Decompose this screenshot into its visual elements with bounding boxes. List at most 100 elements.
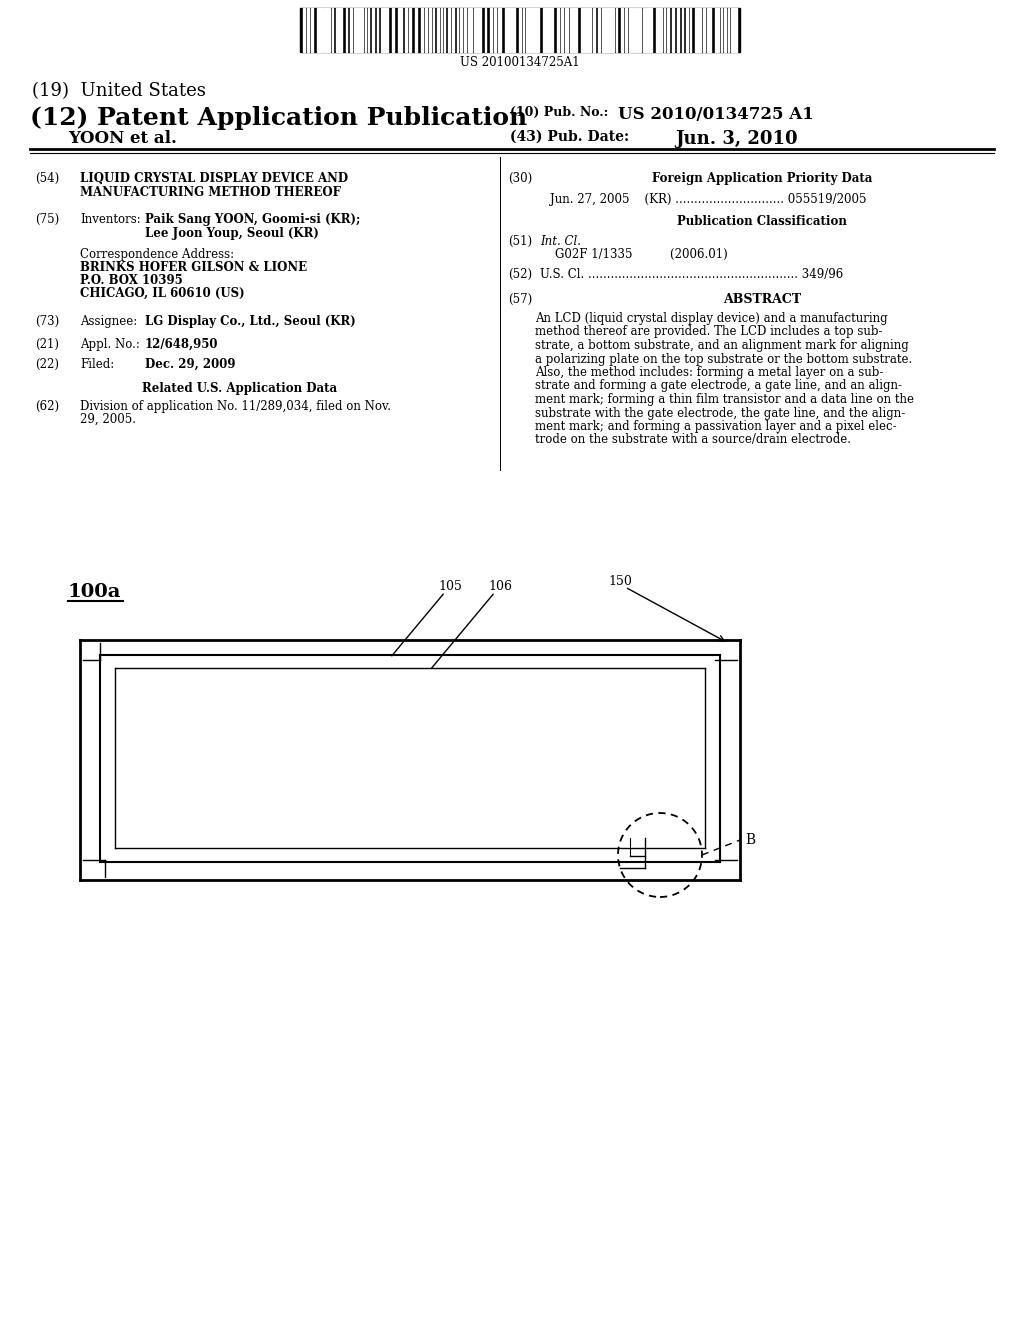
- Text: Paik Sang YOON, Goomi-si (KR);: Paik Sang YOON, Goomi-si (KR);: [145, 213, 360, 226]
- Bar: [468, 8, 471, 51]
- Bar: [409, 8, 411, 51]
- Bar: [443, 8, 445, 51]
- Text: Jun. 27, 2005    (KR) ............................. 055519/2005: Jun. 27, 2005 (KR) .....................…: [550, 193, 866, 206]
- Text: (21): (21): [35, 338, 59, 351]
- Bar: [440, 8, 442, 51]
- Bar: [460, 8, 462, 51]
- Bar: [615, 8, 617, 51]
- Bar: [656, 8, 662, 51]
- Text: (62): (62): [35, 400, 59, 413]
- Text: (12) Patent Application Publication: (12) Patent Application Publication: [30, 106, 527, 129]
- Text: trode on the substrate with a source/drain electrode.: trode on the substrate with a source/dra…: [535, 433, 851, 446]
- Bar: [698, 8, 700, 51]
- Text: Jun. 3, 2010: Jun. 3, 2010: [675, 129, 798, 148]
- Bar: [633, 8, 635, 51]
- Text: 105: 105: [438, 579, 462, 593]
- Text: Assignee:: Assignee:: [80, 315, 137, 327]
- Bar: [601, 8, 605, 51]
- Bar: [457, 8, 458, 51]
- Text: P.O. BOX 10395: P.O. BOX 10395: [80, 275, 182, 286]
- Text: (73): (73): [35, 315, 59, 327]
- Bar: [703, 8, 705, 51]
- Bar: [525, 8, 531, 51]
- Bar: [447, 8, 450, 51]
- Text: Foreign Application Priority Data: Foreign Application Priority Data: [652, 172, 872, 185]
- Bar: [534, 8, 539, 51]
- Text: LIQUID CRYSTAL DISPLAY DEVICE AND: LIQUID CRYSTAL DISPLAY DEVICE AND: [80, 172, 348, 185]
- Bar: [336, 8, 341, 51]
- Text: Also, the method includes: forming a metal layer on a sub-: Also, the method includes: forming a met…: [535, 366, 884, 379]
- Bar: [682, 8, 683, 51]
- Text: Appl. No.:: Appl. No.:: [80, 338, 140, 351]
- Text: (30): (30): [508, 172, 532, 185]
- Text: Dec. 29, 2009: Dec. 29, 2009: [145, 358, 236, 371]
- Text: method thereof are provided. The LCD includes a top sub-: method thereof are provided. The LCD inc…: [535, 326, 883, 338]
- Bar: [667, 8, 669, 51]
- Text: (57): (57): [508, 293, 532, 306]
- Bar: [625, 8, 627, 51]
- Text: (75): (75): [35, 213, 59, 226]
- Bar: [565, 8, 567, 51]
- Text: (22): (22): [35, 358, 59, 371]
- Bar: [570, 8, 571, 51]
- Text: ment mark; forming a thin film transistor and a data line on the: ment mark; forming a thin film transisto…: [535, 393, 914, 407]
- Bar: [610, 8, 614, 51]
- Bar: [494, 8, 496, 51]
- Bar: [345, 8, 347, 51]
- Text: An LCD (liquid crystal display device) and a manufacturing: An LCD (liquid crystal display device) a…: [535, 312, 888, 325]
- Text: ABSTRACT: ABSTRACT: [723, 293, 801, 306]
- Bar: [404, 8, 407, 51]
- Bar: [324, 8, 330, 51]
- Bar: [512, 8, 514, 51]
- Bar: [593, 8, 595, 51]
- Bar: [597, 8, 600, 51]
- Text: 100a: 100a: [68, 583, 122, 601]
- Text: LG Display Co., Ltd., Seoul (KR): LG Display Co., Ltd., Seoul (KR): [145, 315, 355, 327]
- Bar: [307, 8, 308, 51]
- Text: (51): (51): [508, 235, 532, 248]
- Bar: [646, 8, 652, 51]
- Text: (19)  United States: (19) United States: [32, 82, 206, 100]
- Text: (54): (54): [35, 172, 59, 185]
- Bar: [498, 8, 501, 51]
- Bar: [377, 8, 378, 51]
- Text: U.S. Cl. ........................................................ 349/96: U.S. Cl. ...............................…: [540, 268, 843, 281]
- Bar: [730, 8, 736, 51]
- Text: US 2010/0134725 A1: US 2010/0134725 A1: [618, 106, 814, 123]
- Bar: [484, 8, 486, 51]
- Text: 106: 106: [488, 579, 512, 593]
- Text: Int. Cl.: Int. Cl.: [540, 235, 581, 248]
- Bar: [685, 8, 688, 51]
- Bar: [452, 8, 454, 51]
- Bar: [607, 8, 608, 51]
- Bar: [724, 8, 726, 51]
- Text: G02F 1/1335          (2006.01): G02F 1/1335 (2006.01): [555, 248, 728, 261]
- Bar: [490, 8, 492, 51]
- Text: 150: 150: [608, 576, 632, 587]
- Bar: [353, 8, 357, 51]
- Text: strate and forming a gate electrode, a gate line, and an align-: strate and forming a gate electrode, a g…: [535, 380, 902, 392]
- Bar: [300, 8, 740, 51]
- Text: 29, 2005.: 29, 2005.: [80, 413, 136, 426]
- Bar: [421, 8, 423, 51]
- Bar: [581, 8, 583, 51]
- Bar: [677, 8, 679, 51]
- Bar: [349, 8, 352, 51]
- Bar: [474, 8, 476, 51]
- Bar: [643, 8, 644, 51]
- Text: (10) Pub. No.:: (10) Pub. No.:: [510, 106, 608, 119]
- Text: Lee Joon Youp, Seoul (KR): Lee Joon Youp, Seoul (KR): [145, 227, 318, 240]
- Bar: [303, 8, 304, 51]
- Bar: [664, 8, 665, 51]
- Bar: [464, 8, 466, 51]
- Text: Publication Classification: Publication Classification: [677, 215, 847, 228]
- Text: YOON et al.: YOON et al.: [68, 129, 177, 147]
- Bar: [584, 8, 586, 51]
- Bar: [332, 8, 333, 51]
- Bar: [368, 8, 369, 51]
- Bar: [522, 8, 524, 51]
- Bar: [695, 8, 696, 51]
- Text: US 20100134725A1: US 20100134725A1: [460, 55, 580, 69]
- Bar: [715, 8, 719, 51]
- Bar: [432, 8, 434, 51]
